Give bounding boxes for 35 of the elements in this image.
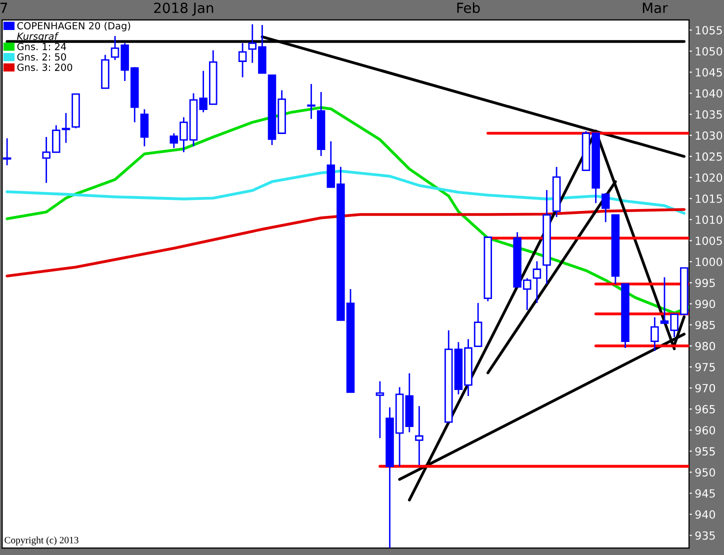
- annotation: Copyright (c) 2013: [4, 536, 78, 546]
- y-tick-label: 995: [695, 278, 715, 288]
- y-tick-label: 1030: [696, 131, 722, 140]
- y-tick-label: 985: [695, 320, 715, 330]
- y-tick-label: 955: [695, 447, 715, 456]
- y-tick-label: 1005: [696, 236, 722, 245]
- y-tick-label: 1010: [696, 216, 722, 224]
- y-tick-label: 1055: [696, 26, 722, 34]
- y-tick-label: 980: [695, 342, 716, 350]
- y-tick-label: 950: [695, 468, 716, 477]
- x-tick-label: 2018 Jan: [154, 2, 214, 16]
- y-tick-label: 940: [695, 510, 716, 519]
- legend-label: Gns. 3: 200: [17, 64, 72, 71]
- y-tick-label: 935: [695, 531, 715, 540]
- y-tick-label: 1050: [696, 47, 722, 56]
- y-tick-label: 1040: [696, 89, 722, 98]
- y-tick-label: 945: [695, 489, 715, 498]
- legend-label: COPENHAGEN 20 (Dag): [17, 22, 130, 32]
- x-tick-label: Feb: [457, 2, 480, 14]
- y-tick-label: 975: [695, 362, 715, 372]
- y-tick-label: 1035: [696, 110, 722, 119]
- annotation: Kursgraf: [17, 32, 59, 42]
- y-tick-label: 965: [695, 405, 715, 414]
- y-tick-label: 970: [695, 384, 716, 392]
- y-tick-label: 1025: [696, 152, 722, 161]
- legend-label: Gns. 2: 50: [17, 53, 66, 61]
- y-tick-label: 960: [695, 426, 716, 434]
- x-tick-label: Mar: [642, 2, 668, 14]
- x-tick-label: 7: [0, 2, 8, 13]
- y-tick-label: 1015: [696, 194, 722, 203]
- y-tick-label: 990: [695, 300, 716, 308]
- y-tick-label: 1045: [696, 68, 722, 77]
- y-tick-label: 1000: [696, 258, 722, 266]
- legend-label: Gns. 1: 24: [17, 42, 66, 50]
- y-tick-label: 1020: [696, 173, 722, 182]
